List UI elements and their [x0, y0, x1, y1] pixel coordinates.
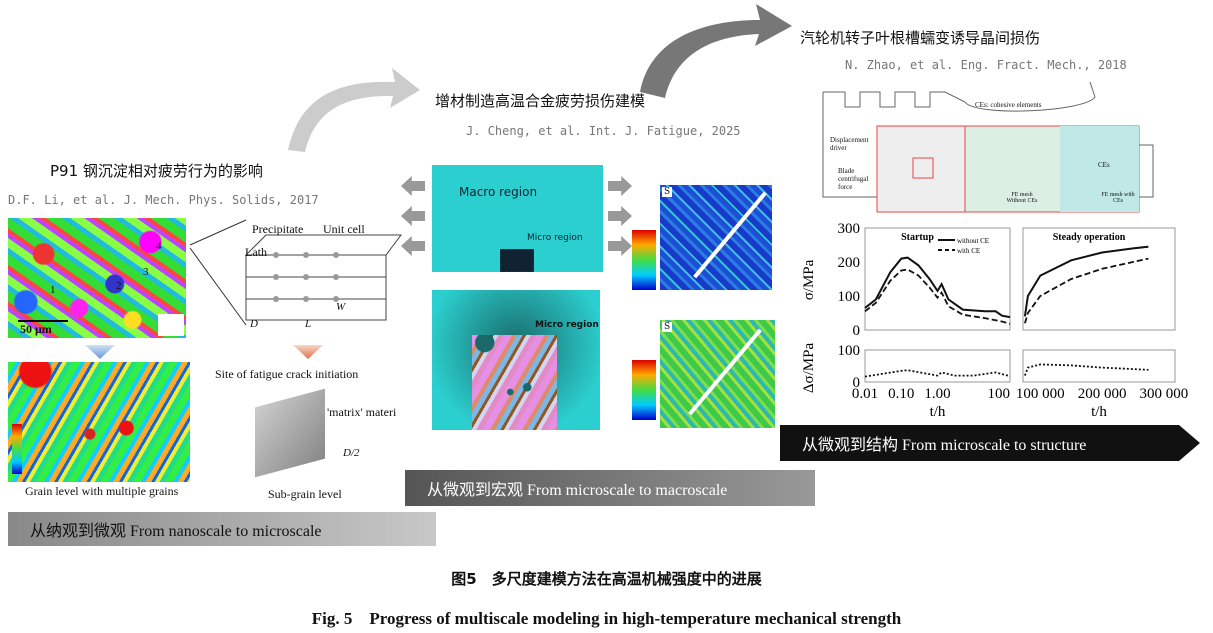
- y-tick-label: 0: [853, 323, 861, 339]
- middle-panel-title: 增材制造高温合金疲劳损伤建模: [435, 92, 646, 110]
- s-label: S: [662, 322, 673, 332]
- x-tick-label: 0.10: [888, 386, 914, 402]
- blade-force-label: Blade centrifugal force: [838, 167, 869, 191]
- micro-region-label-2: Micro region: [535, 320, 599, 330]
- right-arrow-icon: [608, 176, 632, 196]
- width-label: W: [336, 301, 346, 313]
- lath-unit-cell-diagram: [189, 219, 402, 326]
- caption-en: Fig. 5 Progress of multiscale modeling i…: [311, 609, 902, 628]
- banner-micro-to-macro: 从微观到宏观 From microscale to macroscale: [405, 470, 815, 506]
- stress-chart: Startup 0.01 0.10 1.00 100 t/h Steady operatio…: [801, 221, 1189, 420]
- panel-title: Startup: [901, 232, 934, 243]
- right-arrow-icon: [608, 236, 632, 256]
- x-tick-label: 1.00: [924, 386, 950, 402]
- unit-cell-label: Unit cell: [323, 222, 365, 236]
- contour-plot-2: S: [660, 320, 775, 428]
- left-arrow-icon: [401, 176, 425, 196]
- crack: [688, 328, 762, 416]
- right-panel-citation: N. Zhao, et al. Eng. Fract. Mech., 2018: [845, 58, 1127, 72]
- x-axis-label: t/h: [1091, 404, 1107, 420]
- fe-without-label: FE mesh Without CEs: [1006, 192, 1038, 204]
- ipf-legend: [158, 314, 184, 336]
- plot-frame-top: [864, 227, 1011, 331]
- x-tick-label: 0.01: [852, 386, 878, 402]
- grain-label: 3: [143, 266, 149, 278]
- legend-label: without CE: [957, 237, 989, 245]
- lath-label: Lath: [245, 245, 267, 259]
- blade-root-diagram: [822, 82, 1154, 213]
- s-label: S: [662, 187, 673, 197]
- left-panel-citation: D.F. Li, et al. J. Mech. Phys. Solids, 2…: [8, 193, 319, 207]
- ces-short-label: CEs: [1098, 161, 1110, 169]
- diameter-label: D: [250, 318, 258, 330]
- plot-frame-bottom: [864, 349, 1011, 383]
- displacement-label: Displacement driver: [830, 136, 869, 152]
- plot-frame-top: [1022, 227, 1176, 331]
- grain-label: 4: [156, 240, 162, 252]
- x-tick-label: 300 000: [1140, 386, 1189, 402]
- length-label: L: [305, 318, 312, 330]
- micro-region-box: [500, 249, 534, 272]
- legend-label: with CE: [957, 247, 980, 255]
- matrix-label: 'matrix' materi: [327, 405, 397, 419]
- y-tick-label: 200: [838, 255, 861, 271]
- scale-bar: [18, 320, 68, 322]
- y-axis-label-top: σ/MPa: [801, 259, 817, 300]
- crack-site-label: Site of fatigue crack initiation: [215, 367, 359, 381]
- micro-grain-structure: [472, 335, 557, 430]
- banner-nano-to-micro: 从纳观到微观 From nanoscale to microscale: [8, 512, 436, 546]
- series-line: [1024, 257, 1149, 324]
- panel-title: Steady operation: [1053, 232, 1126, 243]
- x-axis-label: t/h: [930, 404, 946, 420]
- fe-with-label: FE mesh with CEs: [1101, 192, 1135, 204]
- grain-label: 1: [50, 284, 56, 296]
- contour-legend: [632, 230, 656, 290]
- macro-region-label: Macro region: [459, 185, 538, 199]
- curved-arrow-1: [288, 68, 420, 152]
- banner-micro-to-structure: 从微观到结构 From microscale to structure: [780, 425, 1200, 461]
- scale-label: 50 μm: [20, 322, 52, 336]
- curved-arrow-2: [640, 4, 792, 98]
- precipitate-label: Precipitate: [252, 222, 304, 236]
- sub-grain-caption: Sub-grain level: [268, 487, 342, 501]
- d-half-label: D/2: [343, 447, 360, 459]
- series-line: [1024, 363, 1149, 376]
- grain-level-caption: Grain level with multiple grains: [25, 484, 179, 498]
- micro-region-label: Micro region: [527, 233, 583, 243]
- plot-frame-bottom: [1022, 349, 1176, 383]
- right-arrow-icon: [608, 206, 632, 226]
- y-tick-label: 100: [838, 289, 861, 305]
- color-legend: [12, 424, 22, 474]
- contour-legend-2: [632, 360, 656, 420]
- y-tick-label: 0: [853, 375, 861, 391]
- crack: [693, 191, 767, 279]
- macro-region-model: Macro region Micro region: [432, 165, 603, 272]
- y-tick-label: 100: [838, 343, 861, 359]
- y-axis-label-bottom: Δσ/MPa: [801, 343, 817, 394]
- caption-cn: 图5 多尺度建模方法在高温机械强度中的进展: [451, 570, 762, 588]
- series-line: [1023, 245, 1149, 317]
- left-panel-title: P91 钢沉淀相对疲劳行为的影响: [50, 162, 263, 180]
- ebsd-ipf-map: 50 μm 1 2 3 4: [8, 218, 186, 338]
- x-tick-label: 200 000: [1078, 386, 1127, 402]
- series-line: [864, 256, 1011, 319]
- series-line: [864, 369, 1011, 378]
- x-tick-label: 100 000: [1016, 386, 1065, 402]
- contour-plot-1: S: [660, 185, 772, 290]
- ebsd-euler-map: [8, 362, 190, 482]
- right-panel-title: 汽轮机转子叶根槽蠕变诱导晶间损伤: [800, 29, 1041, 47]
- ces-label: CEs: cohesive elements: [975, 101, 1042, 109]
- left-arrow-icon: [401, 236, 425, 256]
- micro-region-model: Micro region: [432, 290, 600, 430]
- y-tick-label: 300: [838, 221, 861, 237]
- left-arrow-icon: [401, 206, 425, 226]
- middle-panel-citation: J. Cheng, et al. Int. J. Fatigue, 2025: [466, 124, 741, 138]
- x-tick-label: 100: [988, 386, 1011, 402]
- grain-label: 2: [116, 280, 122, 292]
